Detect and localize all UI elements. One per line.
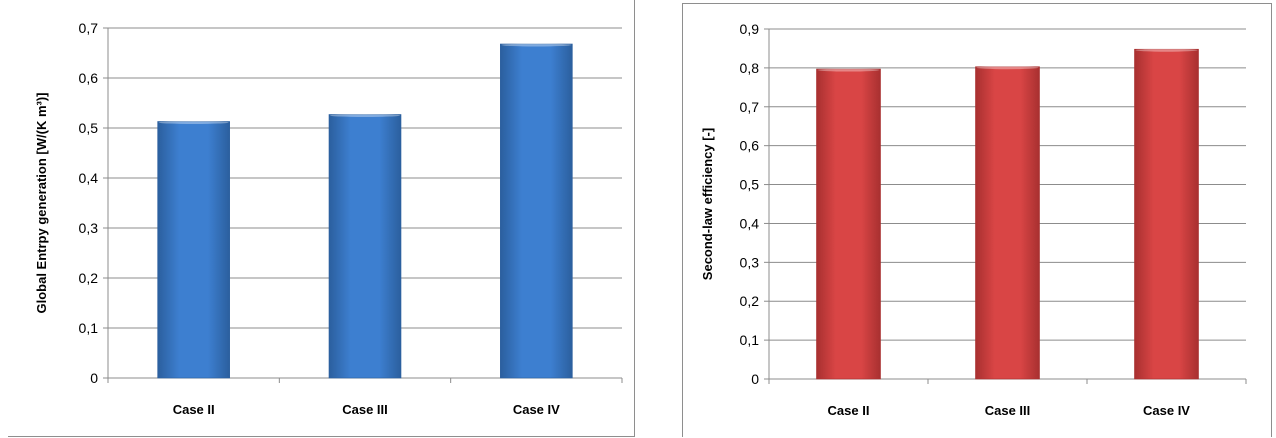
entropy-bar-highlight <box>330 114 400 117</box>
entropy-bar <box>328 114 402 379</box>
entropy-ytick-label: 0,6 <box>79 70 99 86</box>
efficiency-ytick-label: 0,7 <box>740 99 760 115</box>
efficiency-ytick-label: 0,9 <box>740 21 760 37</box>
entropy-generation-chart-svg: 0 0,1 0,2 0,3 0,4 0,5 0,6 0,7 Case II Case III Cas… <box>34 20 623 417</box>
second-law-efficiency-chart: 0 0,1 0,2 0,3 0,4 0,5 0,6 0,7 0,8 0,9 Case II Case … <box>682 3 1272 437</box>
entropy-category-label: Case IV <box>513 402 560 417</box>
efficiency-ytick-label: 0 <box>751 371 759 387</box>
entropy-ytick-label: 0,5 <box>79 120 99 136</box>
entropy-category-label: Case III <box>342 402 388 417</box>
efficiency-bar <box>975 66 1040 380</box>
entropy-ytick-label: 0 <box>90 370 98 386</box>
entropy-bar-highlight <box>501 43 572 47</box>
efficiency-ytick-label: 0,8 <box>740 60 760 76</box>
efficiency-ytick-label: 0,3 <box>740 254 760 270</box>
entropy-ytick-label: 0,1 <box>79 320 99 336</box>
entropy-ytick-label: 0,7 <box>79 20 99 36</box>
efficiency-y-axis-title: Second-law efficiency [-] <box>700 128 715 280</box>
efficiency-ytick-label: 0,2 <box>740 293 760 309</box>
efficiency-ytick-label: 0,5 <box>740 177 760 193</box>
efficiency-bar <box>1134 48 1199 380</box>
entropy-bar <box>157 121 230 379</box>
efficiency-category-label: Case IV <box>1143 403 1190 418</box>
entropy-bar <box>500 43 573 379</box>
entropy-category-label: Case II <box>173 402 215 417</box>
efficiency-ytick-label: 0,1 <box>740 332 760 348</box>
efficiency-category-label: Case III <box>985 403 1031 418</box>
second-law-efficiency-chart-svg: 0 0,1 0,2 0,3 0,4 0,5 0,6 0,7 0,8 0,9 Case II Case … <box>700 21 1247 418</box>
efficiency-ytick-label: 0,4 <box>740 215 760 231</box>
entropy-ytick-label: 0,2 <box>79 270 99 286</box>
efficiency-bar-highlight <box>817 68 880 72</box>
efficiency-bar <box>816 68 881 380</box>
efficiency-category-label: Case II <box>828 403 870 418</box>
entropy-ytick-label: 0,4 <box>79 170 99 186</box>
entropy-ytick-label: 0,3 <box>79 220 99 236</box>
efficiency-bar-highlight <box>1135 48 1198 52</box>
entropy-generation-chart: 0 0,1 0,2 0,3 0,4 0,5 0,6 0,7 Case II Case III Cas… <box>8 0 635 437</box>
entropy-y-axis-title: Global Entrpy generation [W/(K m³)] <box>34 93 49 314</box>
efficiency-ytick-label: 0,6 <box>740 138 760 154</box>
entropy-bar-highlight <box>158 121 229 124</box>
efficiency-bar-highlight <box>976 66 1039 70</box>
